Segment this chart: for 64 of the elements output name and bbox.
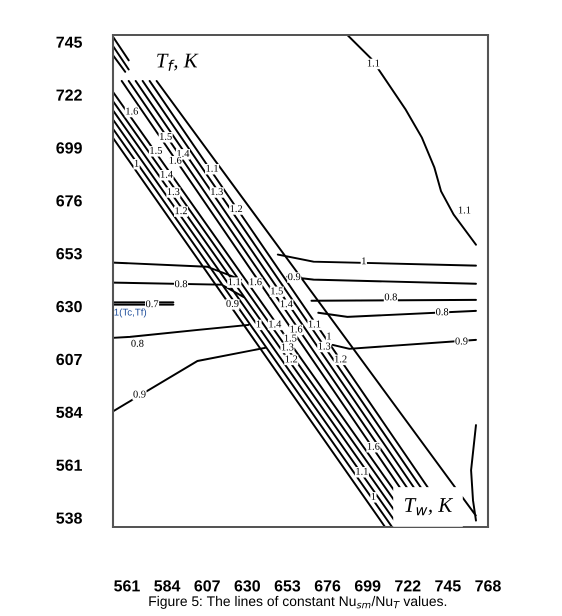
annotation: 1.1 <box>308 320 320 328</box>
annotation: 1.3 <box>168 188 180 196</box>
annotation: 1 <box>256 320 260 328</box>
annotation: 1.1 <box>458 206 470 214</box>
x-tick-label: 745 <box>435 580 461 592</box>
annotation: 1.5 <box>150 146 162 154</box>
annotation: 1.2 <box>230 205 242 212</box>
y-tick-label: 607 <box>56 354 82 366</box>
x-tick-label: 561 <box>114 580 140 592</box>
annotation: 1 <box>362 257 366 264</box>
annotation: 1.3 <box>318 342 330 350</box>
y-tick-label: 561 <box>56 460 82 471</box>
annotation: 1.6 <box>250 278 262 286</box>
annotation: 1.5 <box>284 334 296 342</box>
x-tick-label: 722 <box>395 580 420 592</box>
annotation: 0.9 <box>226 300 239 308</box>
y-tick-label: 722 <box>56 89 82 101</box>
annotation: 1(Tc,Tf) <box>114 308 146 318</box>
annotation: 1.3 <box>282 344 294 351</box>
x-tick-label: 630 <box>234 580 260 592</box>
annotation: 1.6 <box>368 442 380 450</box>
annotation: 1.2 <box>175 207 187 214</box>
y-tick-label: 745 <box>56 36 82 48</box>
y-tick-label: 630 <box>56 300 82 312</box>
annotation: 1.4 <box>280 300 293 308</box>
x-tick-label: 676 <box>314 580 340 592</box>
x-tick-label: 607 <box>194 580 220 592</box>
annotation: 1.4 <box>160 170 173 178</box>
annotation: 0.9 <box>288 273 300 280</box>
annotation: 0.8 <box>131 340 144 347</box>
annotation: 0.9 <box>455 338 468 345</box>
x-axis-title: T$_{w}$, K <box>404 498 454 516</box>
annotation: 1.4 <box>269 320 282 328</box>
y-tick-label: 653 <box>56 248 82 260</box>
annotation: 1.6 <box>126 108 138 115</box>
x-tick-label: 699 <box>354 580 380 592</box>
annotation: 1 <box>134 160 139 167</box>
y-tick-label: 676 <box>56 195 82 206</box>
annotation: 1.3 <box>211 188 223 196</box>
annotation: 0.8 <box>436 308 448 316</box>
annotation: 1.2 <box>335 355 347 363</box>
annotation: 1.5 <box>271 287 283 294</box>
y-axis-title: T$_{f}$, K <box>157 54 199 71</box>
y-tick-label: 699 <box>56 142 82 154</box>
annotation: 0.9 <box>133 390 146 398</box>
caption: Figure 5: The lines of constant Nu$_{sm}$/Nu$_{T}$ values. <box>149 596 446 609</box>
x-tick-label: 768 <box>475 580 501 592</box>
annotation: 0.8 <box>384 293 397 300</box>
annotation: 0.8 <box>174 280 188 288</box>
annotation: 1.6 <box>170 156 182 164</box>
y-tick-label: 538 <box>56 512 82 524</box>
annotation: 1.1 <box>228 278 240 286</box>
x-tick-label: 653 <box>274 580 300 592</box>
annotation: 1.2 <box>286 355 298 363</box>
annotation: 1.1 <box>356 468 368 475</box>
annotation: 1.5 <box>160 132 172 140</box>
annotation: 0.7 <box>146 300 158 308</box>
annotation: 1.6 <box>290 326 302 333</box>
x-tick-label: 584 <box>154 580 180 592</box>
annotation: 1.1 <box>206 164 218 172</box>
annotation: 1 <box>372 492 376 500</box>
annotation: 1 <box>327 332 331 340</box>
annotation: 1.1 <box>368 60 380 67</box>
y-tick-label: 584 <box>56 406 82 418</box>
